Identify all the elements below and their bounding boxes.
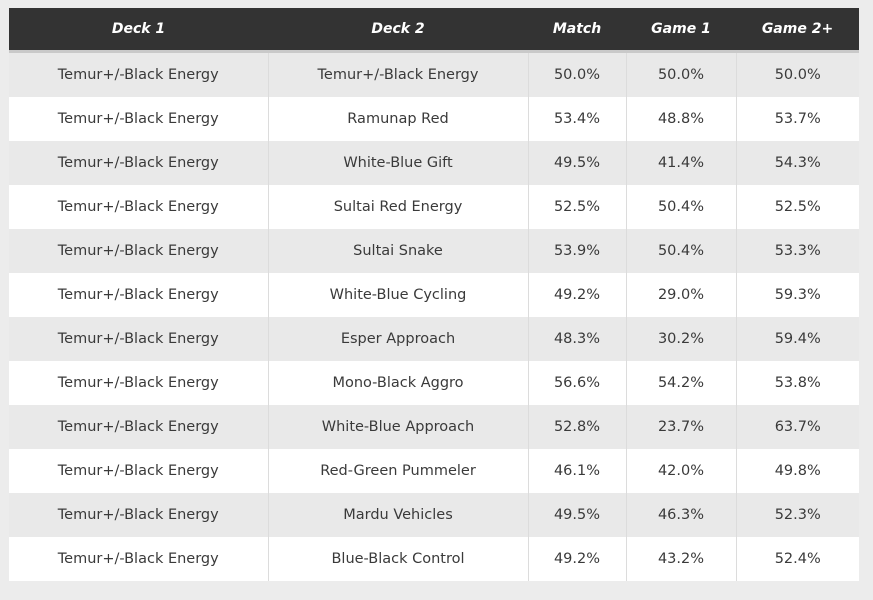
header-cell: Game 2+ bbox=[736, 8, 859, 53]
header-cell: Match bbox=[528, 8, 626, 53]
table-row: Temur+/-Black Energy Esper Approach 48.3% 3… bbox=[9, 317, 859, 361]
table-row: Temur+/-Black Energy White-Blue Cycling 49… bbox=[9, 273, 859, 317]
table-cell: Temur+/-Black Energy bbox=[267, 51, 528, 97]
table-cell: 43.2% bbox=[625, 537, 736, 581]
table-cell: 52.8% bbox=[527, 405, 626, 449]
header-cell: Game 1 bbox=[626, 8, 736, 53]
table-cell: White-Blue Gift bbox=[267, 141, 528, 185]
table-header: Deck 1 Deck 2 Match Game 1 Game 2+ bbox=[9, 8, 859, 53]
table-cell: 53.7% bbox=[735, 97, 859, 141]
table-cell: 46.1% bbox=[527, 449, 626, 493]
table-cell: 50.0% bbox=[625, 51, 736, 97]
table-cell: Temur+/-Black Energy bbox=[9, 405, 268, 449]
table-cell: 54.3% bbox=[735, 141, 859, 185]
table-cell: 52.5% bbox=[527, 185, 626, 229]
table-cell: Temur+/-Black Energy bbox=[9, 273, 268, 317]
table-row: Temur+/-Black Energy Sultai Red Energy 52.… bbox=[9, 185, 859, 229]
header-cell: Deck 1 bbox=[9, 8, 268, 53]
table-row: Temur+/-Black Energy Mardu Vehicles 49.5% 4… bbox=[9, 493, 859, 537]
table-row: Temur+/-Black Energy Red-Green Pummeler 46… bbox=[9, 449, 859, 493]
table-cell: Temur+/-Black Energy bbox=[9, 449, 268, 493]
table-cell: 56.6% bbox=[527, 361, 626, 405]
table-cell: Temur+/-Black Energy bbox=[9, 141, 268, 185]
table-cell: 59.3% bbox=[735, 273, 859, 317]
table-cell: 29.0% bbox=[625, 273, 736, 317]
table-row: Temur+/-Black Energy White-Blue Approach 5… bbox=[9, 405, 859, 449]
table-cell: 53.4% bbox=[527, 97, 626, 141]
table-cell: Temur+/-Black Energy bbox=[9, 97, 268, 141]
table-cell: 41.4% bbox=[625, 141, 736, 185]
table-cell: 48.8% bbox=[625, 97, 736, 141]
table-cell: Temur+/-Black Energy bbox=[9, 493, 268, 537]
table-row: Temur+/-Black Energy Sultai Snake 53.9% 50.… bbox=[9, 229, 859, 273]
table-cell: 53.8% bbox=[735, 361, 859, 405]
table-row: Temur+/-Black Energy Ramunap Red 53.4% 48.8… bbox=[9, 97, 859, 141]
table-cell: 49.8% bbox=[735, 449, 859, 493]
table-cell: Mono-Black Aggro bbox=[267, 361, 528, 405]
table-cell: 30.2% bbox=[625, 317, 736, 361]
table-cell: Red-Green Pummeler bbox=[267, 449, 528, 493]
table-row: Temur+/-Black Energy White-Blue Gift 49.5%… bbox=[9, 141, 859, 185]
table-cell: 50.0% bbox=[527, 51, 626, 97]
table-cell: 49.5% bbox=[527, 141, 626, 185]
table-row: Temur+/-Black Energy Mono-Black Aggro 56.6… bbox=[9, 361, 859, 405]
table-cell: 53.3% bbox=[735, 229, 859, 273]
table-cell: Sultai Snake bbox=[267, 229, 528, 273]
header-cell: Deck 2 bbox=[268, 8, 528, 53]
table-cell: 53.9% bbox=[527, 229, 626, 273]
table-cell: Mardu Vehicles bbox=[267, 493, 528, 537]
table-cell: Sultai Red Energy bbox=[267, 185, 528, 229]
table-cell: Temur+/-Black Energy bbox=[9, 185, 268, 229]
table-cell: Blue-Black Control bbox=[267, 537, 528, 581]
table-cell: 50.4% bbox=[625, 185, 736, 229]
table-cell: 52.3% bbox=[735, 493, 859, 537]
table-cell: 49.2% bbox=[527, 273, 626, 317]
table-cell: 52.4% bbox=[735, 537, 859, 581]
table-cell: 50.4% bbox=[625, 229, 736, 273]
table-cell: 54.2% bbox=[625, 361, 736, 405]
table-cell: 59.4% bbox=[735, 317, 859, 361]
table-cell: 52.5% bbox=[735, 185, 859, 229]
table-cell: 49.5% bbox=[527, 493, 626, 537]
table-cell: White-Blue Cycling bbox=[267, 273, 528, 317]
table-cell: 42.0% bbox=[625, 449, 736, 493]
matchup-table: Deck 1 Deck 2 Match Game 1 Game 2+ Temur+/-B… bbox=[9, 8, 859, 581]
table-cell: Temur+/-Black Energy bbox=[9, 317, 268, 361]
table-row: Temur+/-Black Energy Temur+/-Black Energy… bbox=[9, 51, 859, 97]
table-cell: 50.0% bbox=[735, 51, 859, 97]
table-cell: Ramunap Red bbox=[267, 97, 528, 141]
header-row: Deck 1 Deck 2 Match Game 1 Game 2+ bbox=[9, 8, 859, 53]
table-cell: Esper Approach bbox=[267, 317, 528, 361]
table-row: Temur+/-Black Energy Blue-Black Control 49… bbox=[9, 537, 859, 581]
table-cell: Temur+/-Black Energy bbox=[9, 229, 268, 273]
table-cell: 49.2% bbox=[527, 537, 626, 581]
table-cell: 48.3% bbox=[527, 317, 626, 361]
table-cell: Temur+/-Black Energy bbox=[9, 361, 268, 405]
table-cell: White-Blue Approach bbox=[267, 405, 528, 449]
table-cell: Temur+/-Black Energy bbox=[9, 51, 268, 97]
table-cell: Temur+/-Black Energy bbox=[9, 537, 268, 581]
table-cell: 23.7% bbox=[625, 405, 736, 449]
table-cell: 46.3% bbox=[625, 493, 736, 537]
table-body: Temur+/-Black Energy Temur+/-Black Energy… bbox=[9, 51, 859, 581]
table-cell: 63.7% bbox=[735, 405, 859, 449]
